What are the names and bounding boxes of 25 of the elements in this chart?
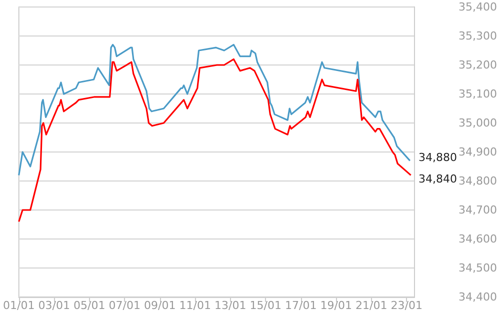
x-tick-label: 11/01 bbox=[179, 299, 211, 312]
y-tick-label: 34,400 bbox=[458, 290, 498, 304]
y-tick-label: 34,600 bbox=[458, 232, 498, 246]
x-tick-label: 03/01 bbox=[38, 299, 70, 312]
y-tick-label: 35,400 bbox=[458, 0, 498, 14]
x-tick-label: 23/01 bbox=[390, 299, 422, 312]
text: 34,840 bbox=[418, 172, 458, 186]
y-tick-label: 34,800 bbox=[458, 174, 498, 188]
x-tick-label: 07/01 bbox=[108, 299, 140, 312]
y-tick-label: 34,900 bbox=[458, 146, 498, 158]
x-tick-label: 19/01 bbox=[320, 299, 352, 312]
x-tick-label: 05/01 bbox=[73, 299, 106, 312]
x-tick-label: 01/01 bbox=[3, 299, 35, 312]
x-tick-label: 21/01 bbox=[355, 299, 388, 312]
y-tick-label: 35,300 bbox=[458, 30, 498, 42]
x-tick-label: 17/01 bbox=[284, 299, 317, 312]
y-tick-label: 35,200 bbox=[458, 58, 498, 72]
y-tick-label: 34,700 bbox=[458, 204, 498, 216]
y-tick-label: 34,500 bbox=[458, 262, 498, 274]
x-tick-label: 13/01 bbox=[214, 299, 246, 312]
x-tick-label: 09/01 bbox=[144, 299, 176, 312]
text: 34,880 bbox=[418, 151, 458, 164]
y-tick-label: 35,100 bbox=[458, 88, 498, 100]
x-tick-label: 15/01 bbox=[250, 299, 282, 312]
y-tick-label: 35,000 bbox=[458, 116, 498, 130]
